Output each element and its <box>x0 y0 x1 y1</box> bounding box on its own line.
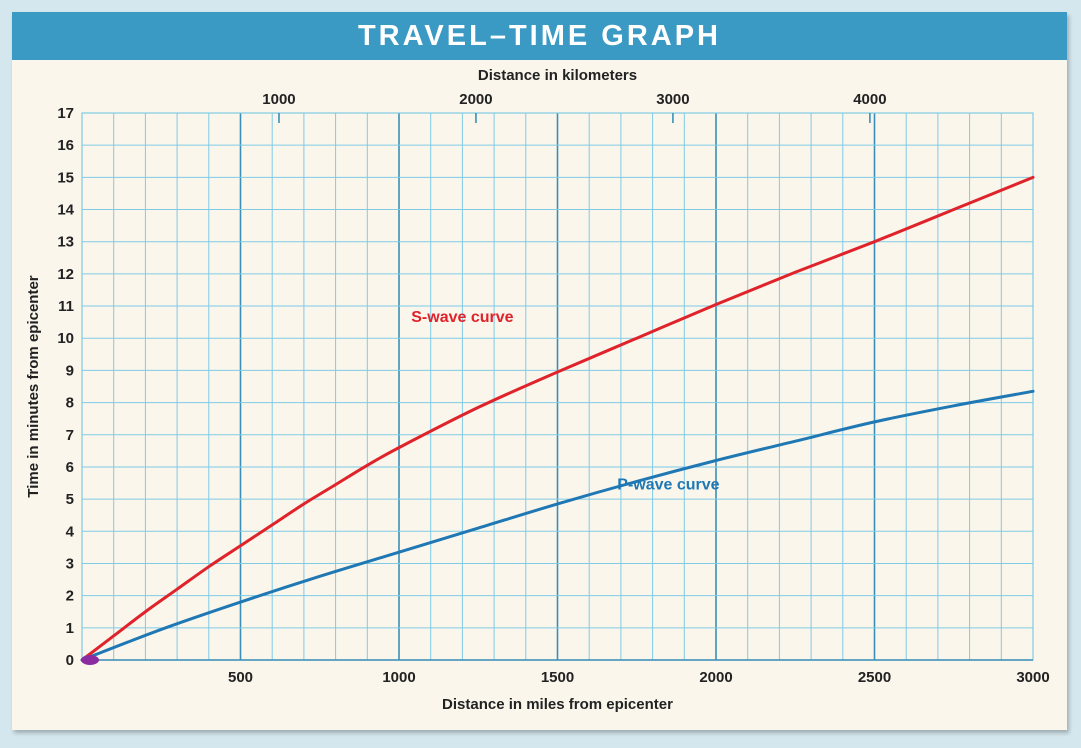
x-tick-label: 1500 <box>541 669 574 686</box>
y-tick-label: 13 <box>57 234 74 251</box>
y-tick-label: 12 <box>57 266 74 283</box>
x2-tick-label: 4000 <box>853 91 886 108</box>
x-tick-label: 3000 <box>1016 669 1049 686</box>
x2-tick-label: 3000 <box>656 91 689 108</box>
s-wave-curve <box>80 175 1035 662</box>
x-tick-label: 2500 <box>858 669 891 686</box>
y-tick-label: 16 <box>57 137 74 154</box>
y-tick-label: 17 <box>57 105 74 122</box>
p-wave-curve <box>80 389 1035 662</box>
y-tick-label: 10 <box>57 330 74 347</box>
y-tick-label: 2 <box>66 588 74 605</box>
x-tick-label: 1000 <box>382 669 415 686</box>
y-axis-title: Time in minutes from epicenter <box>25 275 42 497</box>
y-tick-label: 0 <box>66 652 74 669</box>
y-tick-label: 11 <box>58 298 74 315</box>
y-tick-label: 14 <box>57 202 74 219</box>
x-axis-title: Distance in miles from epicenter <box>442 696 673 713</box>
y-tick-label: 9 <box>66 362 74 379</box>
x-tick-label: 2000 <box>699 669 732 686</box>
y-tick-label: 5 <box>66 491 74 508</box>
p-wave-label: P-wave curve <box>617 476 719 493</box>
y-tick-label: 3 <box>66 555 74 572</box>
y-tick-label: 7 <box>66 427 74 444</box>
y-tick-label: 6 <box>66 459 74 476</box>
epicenter-origin-marker <box>81 655 99 665</box>
chart-title: TRAVEL–TIME GRAPH <box>357 19 722 52</box>
y-tick-label: 15 <box>57 169 74 186</box>
x2-tick-label: 1000 <box>262 91 295 108</box>
y-tick-label: 1 <box>66 620 74 637</box>
x2-axis-title: Distance in kilometers <box>478 67 637 84</box>
graph-card: TRAVEL–TIME GRAPH 0 1 2 3 4 5 6 7 8 9 10 11 12 13 14 15… <box>12 12 1067 730</box>
s-wave-label: S-wave curve <box>411 309 513 326</box>
y-tick-label: 8 <box>66 395 74 412</box>
y-tick-label: 4 <box>66 523 75 540</box>
x-tick-label: 500 <box>228 669 253 686</box>
title-banner: TRAVEL–TIME GRAPH <box>12 12 1067 60</box>
x2-tick-label: 2000 <box>459 91 492 108</box>
